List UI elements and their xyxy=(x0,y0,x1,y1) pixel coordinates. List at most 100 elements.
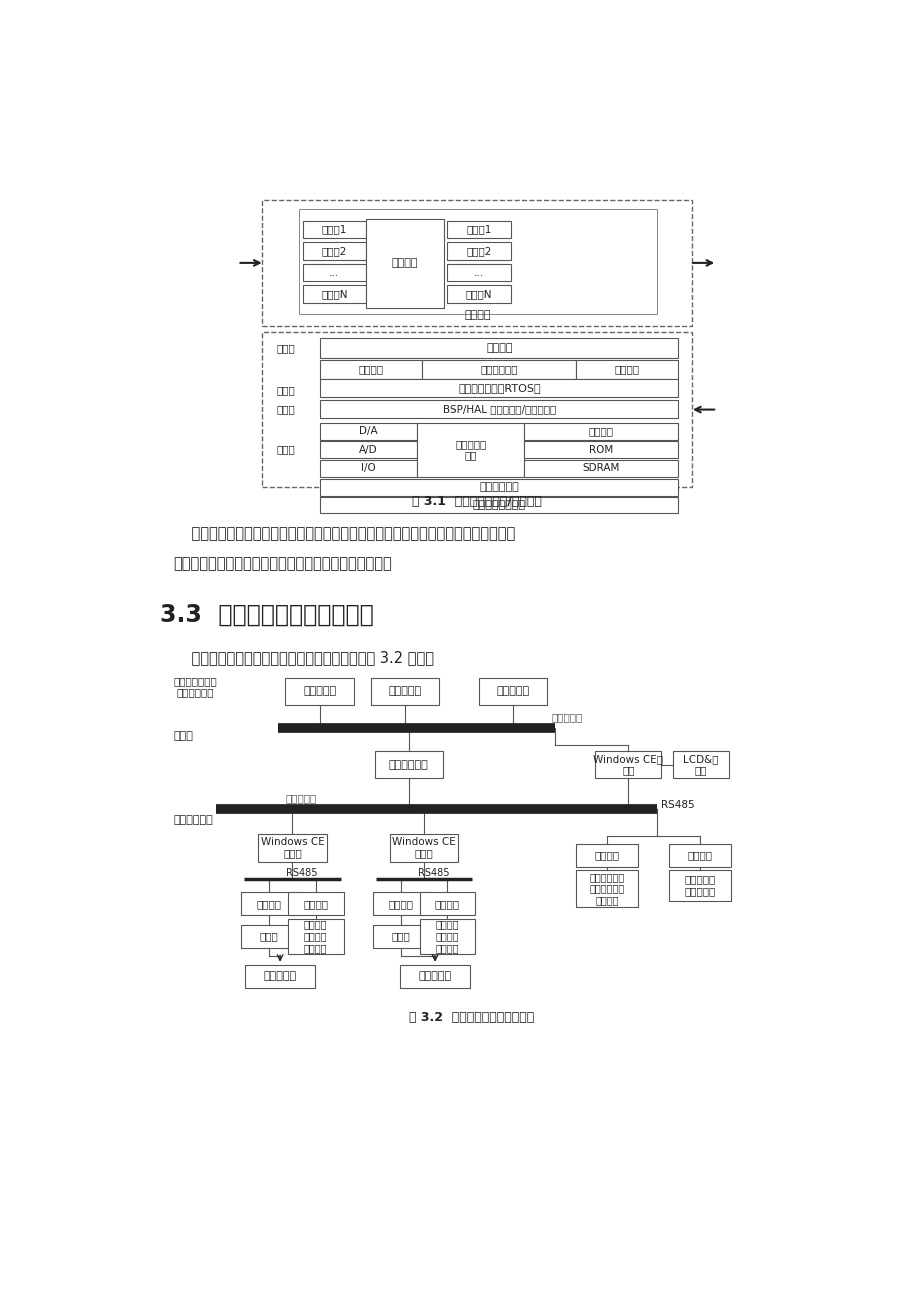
FancyBboxPatch shape xyxy=(241,924,297,948)
Text: 图形用户接口: 图形用户接口 xyxy=(480,365,517,375)
Text: 输出模块: 输出模块 xyxy=(435,898,460,909)
FancyBboxPatch shape xyxy=(299,210,657,314)
Text: 应用程序: 应用程序 xyxy=(485,342,512,353)
Text: 发电机组一: 发电机组一 xyxy=(263,971,296,982)
Text: 机电设备: 机电设备 xyxy=(391,258,417,268)
FancyBboxPatch shape xyxy=(668,844,731,867)
FancyBboxPatch shape xyxy=(524,423,677,440)
FancyBboxPatch shape xyxy=(288,892,344,915)
FancyBboxPatch shape xyxy=(320,423,416,440)
Text: ROM: ROM xyxy=(589,444,613,454)
Text: 被控对象: 被控对象 xyxy=(463,310,490,320)
Text: Windows CE
控制器: Windows CE 控制器 xyxy=(391,837,456,858)
FancyBboxPatch shape xyxy=(320,441,416,458)
Text: 文件系统: 文件系统 xyxy=(358,365,383,375)
Text: 输出模块: 输出模块 xyxy=(303,898,328,909)
Text: I/O: I/O xyxy=(361,464,376,473)
FancyBboxPatch shape xyxy=(320,479,677,496)
FancyBboxPatch shape xyxy=(302,264,366,281)
FancyBboxPatch shape xyxy=(320,361,422,379)
Text: 监控计算机: 监控计算机 xyxy=(302,686,335,697)
Text: 启动装置
调速装置
励磁装置: 启动装置 调速装置 励磁装置 xyxy=(303,919,327,953)
FancyBboxPatch shape xyxy=(302,242,366,260)
Text: 见，嵌入式系统将在船舶自动化系统中的到广泛的应用。: 见，嵌入式系统将在船舶自动化系统中的到广泛的应用。 xyxy=(173,557,391,572)
Text: 电网电压、
频率、相位: 电网电压、 频率、相位 xyxy=(684,875,715,896)
FancyBboxPatch shape xyxy=(288,918,344,954)
FancyBboxPatch shape xyxy=(373,924,428,948)
FancyBboxPatch shape xyxy=(575,844,638,867)
Text: 传感器2: 传感器2 xyxy=(466,246,492,256)
Text: 图 3.1  嵌入式系统的软/硬件框架: 图 3.1 嵌入式系统的软/硬件框架 xyxy=(412,495,541,508)
Text: 功能层: 功能层 xyxy=(276,342,295,353)
Text: ...: ... xyxy=(473,267,483,277)
FancyBboxPatch shape xyxy=(241,892,297,915)
Text: 软件层: 软件层 xyxy=(276,385,295,396)
Text: Windows CE控
制器: Windows CE控 制器 xyxy=(593,754,663,775)
Text: 实时操作系统（RTOS）: 实时操作系统（RTOS） xyxy=(458,383,540,393)
FancyBboxPatch shape xyxy=(576,361,677,379)
Text: SDRAM: SDRAM xyxy=(582,464,619,473)
FancyBboxPatch shape xyxy=(374,751,442,779)
FancyBboxPatch shape xyxy=(370,677,438,706)
Text: Windows CE
控制器: Windows CE 控制器 xyxy=(260,837,324,858)
Text: LCD&触
摸屏: LCD&触 摸屏 xyxy=(683,754,718,775)
Text: 数据服务器: 数据服务器 xyxy=(496,686,529,697)
FancyBboxPatch shape xyxy=(390,833,458,862)
Text: 嵌入式计算机系统: 嵌入式计算机系统 xyxy=(472,500,526,510)
FancyBboxPatch shape xyxy=(419,918,475,954)
FancyBboxPatch shape xyxy=(320,379,677,397)
FancyBboxPatch shape xyxy=(302,220,366,238)
FancyBboxPatch shape xyxy=(595,751,661,779)
Bar xyxy=(262,201,692,326)
Text: 图 3.2  嵌入式船舶监控系统架构: 图 3.2 嵌入式船舶监控系统架构 xyxy=(408,1010,534,1023)
Text: 输入模块: 输入模块 xyxy=(388,898,413,909)
Text: 执行器1: 执行器1 xyxy=(322,224,346,234)
FancyBboxPatch shape xyxy=(447,285,510,303)
FancyBboxPatch shape xyxy=(400,965,470,988)
Text: 中间层: 中间层 xyxy=(276,404,295,414)
Text: RS485: RS485 xyxy=(286,868,317,878)
FancyBboxPatch shape xyxy=(575,870,638,907)
Text: 传感器1: 传感器1 xyxy=(466,224,492,234)
FancyBboxPatch shape xyxy=(416,423,524,477)
Text: 传感器: 传感器 xyxy=(259,931,278,941)
FancyBboxPatch shape xyxy=(320,339,677,358)
Text: D/A: D/A xyxy=(359,426,378,436)
FancyBboxPatch shape xyxy=(447,220,510,238)
Text: 硬件层: 硬件层 xyxy=(276,444,295,454)
FancyBboxPatch shape xyxy=(524,460,677,477)
Text: 集控室显示终端
或轮机员房间: 集控室显示终端 或轮机员房间 xyxy=(173,676,217,698)
Text: 电站机组现场: 电站机组现场 xyxy=(173,815,212,825)
Text: ...: ... xyxy=(329,267,339,277)
Text: 启动装置
调速装置
励磁装置: 启动装置 调速装置 励磁装置 xyxy=(436,919,459,953)
FancyBboxPatch shape xyxy=(258,833,326,862)
Text: 通用接口: 通用接口 xyxy=(588,426,613,436)
Text: RS485: RS485 xyxy=(417,868,448,878)
FancyBboxPatch shape xyxy=(245,965,314,988)
Text: 任务管理: 任务管理 xyxy=(614,365,640,375)
Text: 人机交互接口: 人机交互接口 xyxy=(479,482,518,492)
Text: 嵌入式微处
理器: 嵌入式微处 理器 xyxy=(455,439,486,461)
FancyBboxPatch shape xyxy=(419,892,475,915)
Text: 工业以太网: 工业以太网 xyxy=(550,712,582,723)
Text: 输入模块: 输入模块 xyxy=(256,898,281,909)
Text: 输入模块: 输入模块 xyxy=(686,850,712,861)
Text: 发电机组二: 发电机组二 xyxy=(418,971,451,982)
Text: 工业以太网: 工业以太网 xyxy=(285,793,316,803)
Text: 3.3  嵌入式船舶监控系统架构: 3.3 嵌入式船舶监控系统架构 xyxy=(160,603,373,626)
Text: 输出模块: 输出模块 xyxy=(594,850,619,861)
Text: 目前，嵌入式系统技术在船舶自动控制系统中的应用尚处于研究发展阶段，但可以预: 目前，嵌入式系统技术在船舶自动控制系统中的应用尚处于研究发展阶段，但可以预 xyxy=(173,526,515,540)
FancyBboxPatch shape xyxy=(479,677,547,706)
Text: 基于嵌入式系统的网络型船舶监制系统架构如图 3.2 所示。: 基于嵌入式系统的网络型船舶监制系统架构如图 3.2 所示。 xyxy=(173,651,434,665)
Text: A/D: A/D xyxy=(359,444,378,454)
FancyBboxPatch shape xyxy=(285,677,353,706)
FancyBboxPatch shape xyxy=(524,441,677,458)
FancyBboxPatch shape xyxy=(373,892,428,915)
Text: 监控计算机: 监控计算机 xyxy=(388,686,421,697)
Text: 同步合闸装置
分级卸载装置
解列装置: 同步合闸装置 分级卸载装置 解列装置 xyxy=(589,872,624,905)
Text: 集控室: 集控室 xyxy=(173,730,193,741)
FancyBboxPatch shape xyxy=(320,400,677,418)
FancyBboxPatch shape xyxy=(320,460,416,477)
FancyBboxPatch shape xyxy=(320,497,677,513)
Text: 传感器N: 传感器N xyxy=(466,289,492,299)
